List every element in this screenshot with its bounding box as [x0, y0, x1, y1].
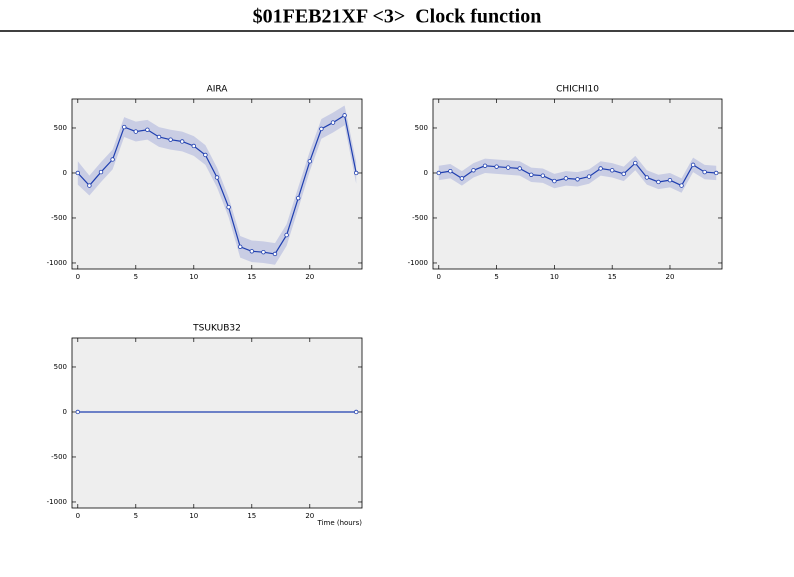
y-tick-label: 500 — [54, 363, 67, 371]
point — [529, 172, 534, 177]
point — [191, 143, 196, 149]
point — [307, 159, 312, 164]
x-tick-label: 10 — [189, 273, 198, 281]
y-tick-label: -1000 — [47, 259, 67, 267]
y-tick-label: -500 — [412, 214, 428, 222]
x-tick-label: 5 — [494, 273, 498, 281]
plot-title: TSUKUB32 — [192, 324, 241, 334]
point — [633, 160, 638, 166]
point — [296, 195, 301, 201]
point — [203, 152, 208, 158]
point — [505, 165, 511, 170]
point — [237, 244, 243, 249]
y-tick-label: 0 — [63, 408, 67, 416]
x-tick-label: 15 — [247, 273, 256, 281]
point — [179, 139, 185, 144]
x-tick-label: 10 — [189, 512, 198, 520]
y-tick-label: 0 — [424, 169, 428, 177]
x-tick-label: 10 — [550, 273, 559, 281]
point — [226, 204, 231, 210]
point — [156, 134, 162, 140]
point — [249, 249, 254, 254]
uncertainty-band — [77, 105, 357, 265]
point — [621, 171, 626, 177]
x-tick-label: 20 — [305, 273, 314, 281]
point — [342, 113, 347, 118]
point — [679, 183, 684, 188]
point — [656, 179, 661, 185]
x-tick-label: 5 — [134, 273, 138, 281]
x-tick-label: 20 — [305, 512, 314, 520]
point — [319, 126, 324, 132]
point — [75, 170, 80, 176]
y-tick-label: 500 — [54, 124, 67, 132]
point — [330, 120, 336, 125]
point — [702, 169, 707, 175]
point — [284, 232, 289, 238]
point — [75, 409, 80, 415]
point — [690, 162, 696, 168]
point — [609, 168, 615, 173]
point — [87, 183, 92, 188]
point — [110, 157, 115, 162]
point — [552, 178, 557, 184]
plot-area — [71, 337, 363, 509]
point — [482, 163, 488, 168]
x-tick-label: 0 — [76, 512, 80, 520]
point — [354, 409, 359, 415]
x-tick-label: 15 — [608, 273, 617, 281]
point — [459, 176, 465, 181]
point — [540, 173, 546, 178]
point — [448, 168, 453, 174]
y-tick-label: 500 — [415, 124, 428, 132]
point — [98, 169, 104, 175]
plot-title: AIRA — [207, 85, 229, 95]
y-tick-label: -1000 — [47, 498, 67, 506]
y-tick-label: 0 — [63, 169, 67, 177]
uncertainty-band — [438, 155, 717, 193]
x-tick-label: 15 — [247, 512, 256, 520]
point — [354, 170, 359, 176]
y-tick-label: -500 — [51, 214, 67, 222]
point — [598, 166, 603, 171]
page-title: $01FEB21XF <3> Clock function — [253, 6, 542, 28]
x-tick-label: 5 — [134, 512, 138, 520]
point — [121, 124, 127, 130]
point — [575, 177, 580, 182]
x-axis-label: Time (hours) — [317, 519, 363, 527]
x-tick-label: 20 — [666, 273, 675, 281]
plot-title: CHICHI10 — [556, 85, 599, 95]
point — [261, 249, 266, 255]
point — [436, 170, 441, 176]
point — [471, 168, 476, 173]
point — [517, 166, 522, 171]
point — [714, 170, 719, 176]
point — [133, 129, 138, 134]
point — [168, 137, 173, 142]
y-tick-label: -1000 — [408, 259, 428, 267]
point — [644, 175, 650, 180]
point — [563, 176, 569, 181]
x-tick-label: 0 — [437, 273, 441, 281]
point — [145, 127, 150, 132]
point — [272, 251, 278, 257]
point — [494, 164, 499, 169]
y-tick-label: -500 — [51, 453, 67, 461]
point — [214, 175, 220, 180]
x-tick-label: 0 — [76, 273, 80, 281]
point — [667, 177, 673, 183]
point — [586, 174, 592, 179]
